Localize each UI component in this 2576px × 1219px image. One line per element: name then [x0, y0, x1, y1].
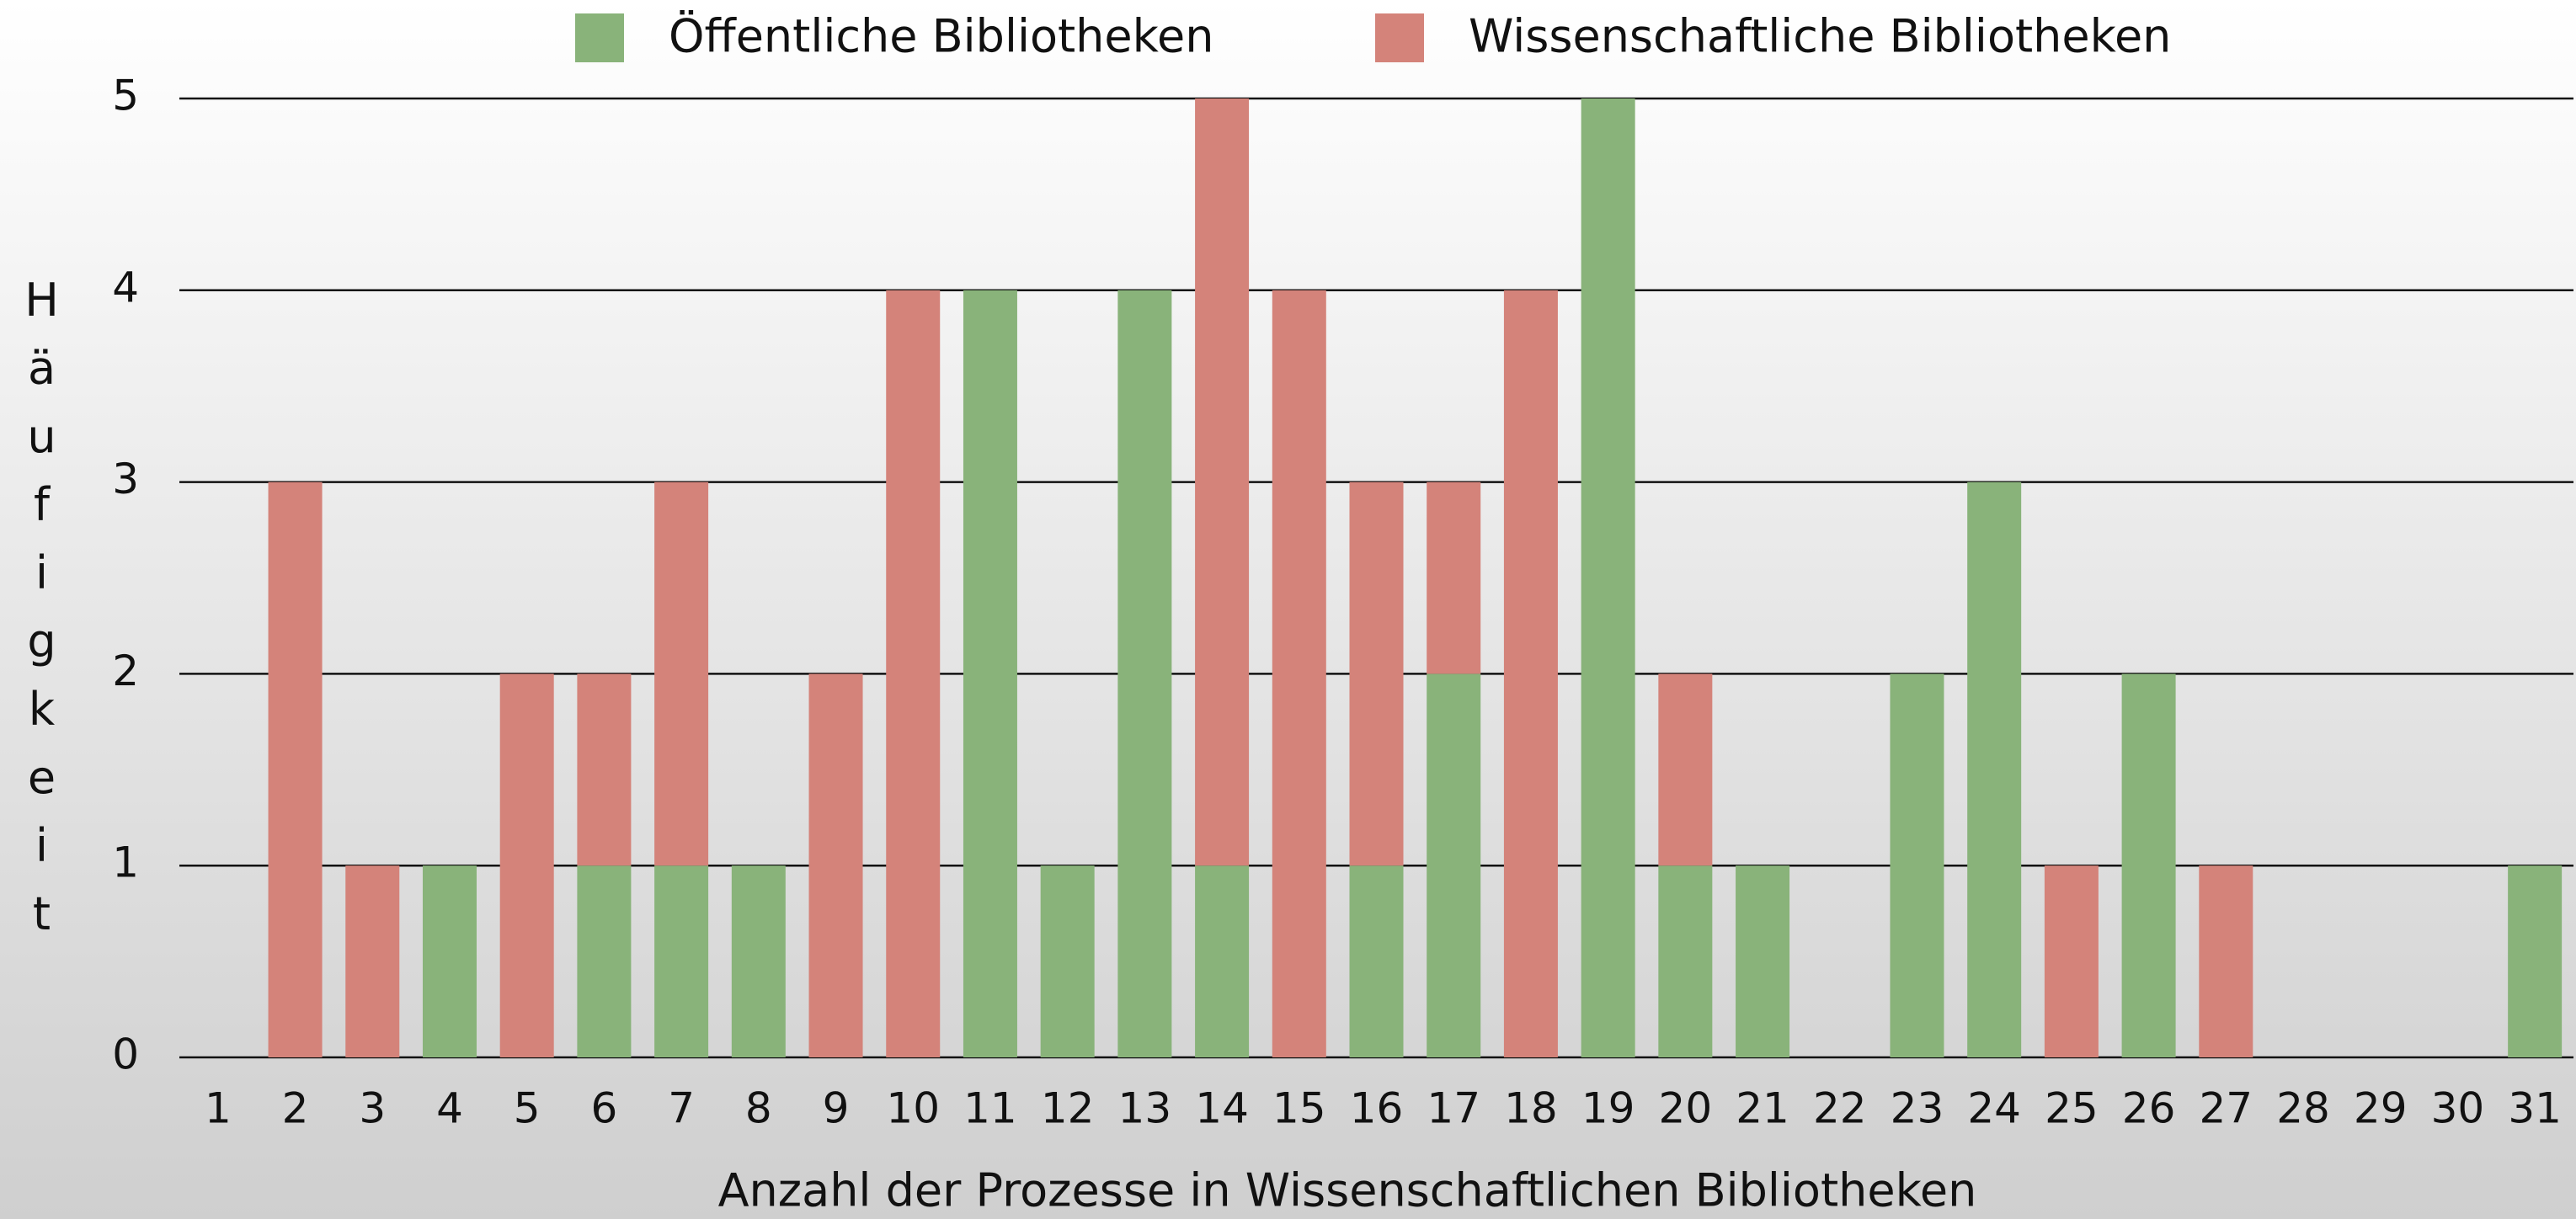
bar — [2044, 865, 2099, 1057]
x-tick-label: 28 — [2276, 1084, 2330, 1133]
bar — [2121, 673, 2176, 1057]
x-tick-label: 25 — [2045, 1084, 2099, 1133]
x-tick-label: 8 — [745, 1084, 772, 1133]
bar — [654, 482, 709, 866]
x-tick-label: 6 — [590, 1084, 617, 1133]
legend-text: Wissenschaftliche Bibliotheken — [1469, 10, 2171, 63]
bar — [1040, 865, 1095, 1057]
legend-swatch — [575, 13, 624, 62]
x-axis-title: Anzahl der Prozesse in Wissenschaftliche… — [718, 1164, 1977, 1217]
bar — [886, 290, 941, 1057]
x-tick-label: 30 — [2431, 1084, 2485, 1133]
y-tick-label: 2 — [112, 647, 139, 695]
bar — [2199, 865, 2253, 1057]
y-tick-label: 3 — [112, 455, 139, 503]
bar — [731, 865, 786, 1057]
x-tick-label: 1 — [205, 1084, 232, 1133]
bar — [1427, 673, 1481, 1057]
x-tick-label: 31 — [2508, 1084, 2562, 1133]
x-tick-label: 20 — [1659, 1084, 1713, 1133]
bar — [1503, 290, 1558, 1057]
bar — [808, 673, 863, 1057]
x-tick-label: 16 — [1350, 1084, 1404, 1133]
bar — [1658, 865, 1713, 1057]
bar — [1427, 482, 1481, 674]
x-tick-label: 11 — [963, 1084, 1017, 1133]
y-axis-title: Häufigkeit — [15, 274, 68, 956]
x-tick-label: 24 — [1967, 1084, 2021, 1133]
bar — [1349, 482, 1404, 866]
bar — [1349, 865, 1404, 1057]
legend-text: Öffentliche Bibliotheken — [669, 10, 1213, 63]
x-tick-label: 15 — [1272, 1084, 1326, 1133]
x-tick-label: 4 — [436, 1084, 463, 1133]
x-tick-label: 12 — [1041, 1084, 1095, 1133]
x-tick-label: 5 — [514, 1084, 541, 1133]
legend-swatch — [1375, 13, 1424, 62]
bar — [1117, 290, 1172, 1057]
x-tick-label: 10 — [886, 1084, 940, 1133]
bar — [422, 865, 477, 1057]
bar — [1890, 673, 1944, 1057]
bar — [1195, 98, 1250, 866]
x-tick-label: 23 — [1891, 1084, 1944, 1133]
bar — [2508, 865, 2563, 1057]
x-tick-label: 14 — [1195, 1084, 1249, 1133]
x-tick-label: 9 — [823, 1084, 850, 1133]
bar — [268, 482, 323, 1057]
y-tick-label: 4 — [112, 263, 139, 311]
x-tick-label: 27 — [2199, 1084, 2253, 1133]
x-tick-label: 19 — [1581, 1084, 1635, 1133]
bar — [499, 673, 554, 1057]
bar — [1736, 865, 1790, 1057]
x-tick-label: 18 — [1504, 1084, 1558, 1133]
bar — [1195, 865, 1250, 1057]
bar — [1658, 673, 1713, 866]
bar — [963, 290, 1017, 1057]
x-tick-label: 29 — [2354, 1084, 2408, 1133]
bar — [577, 673, 632, 866]
x-tick-label: 7 — [668, 1084, 695, 1133]
x-tick-label: 2 — [282, 1084, 309, 1133]
bar — [1967, 482, 2022, 1057]
x-tick-label: 3 — [359, 1084, 386, 1133]
bar — [577, 865, 632, 1057]
bar — [1272, 290, 1326, 1057]
bar — [1581, 98, 1635, 1057]
y-tick-label: 5 — [112, 72, 139, 120]
x-tick-label: 13 — [1118, 1084, 1172, 1133]
x-tick-label: 17 — [1427, 1084, 1480, 1133]
x-tick-label: 21 — [1736, 1084, 1789, 1133]
x-tick-label: 26 — [2122, 1084, 2176, 1133]
x-tick-label: 22 — [1813, 1084, 1867, 1133]
bar — [654, 865, 709, 1057]
bar — [345, 865, 400, 1057]
y-tick-label: 0 — [112, 1030, 139, 1079]
y-tick-label: 1 — [112, 838, 139, 887]
